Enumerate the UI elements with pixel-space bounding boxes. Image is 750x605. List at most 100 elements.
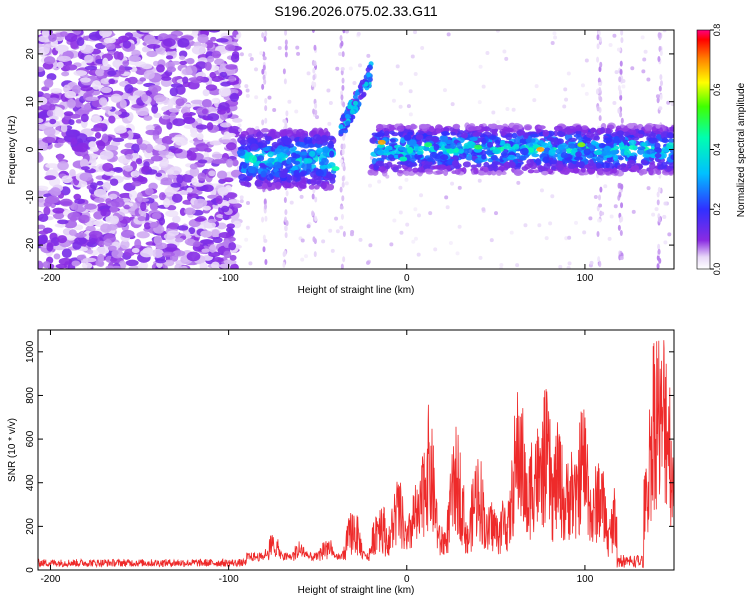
heatmap-cell	[339, 159, 344, 164]
heatmap-cell	[150, 155, 163, 162]
heatmap-cell	[640, 35, 645, 40]
x-tick-label: 100	[577, 574, 594, 585]
heatmap-cell	[201, 248, 210, 253]
heatmap-cell	[279, 129, 287, 137]
heatmap-cell	[64, 90, 77, 99]
heatmap-cell	[64, 32, 78, 43]
heatmap-cell	[208, 170, 216, 177]
heatmap-cell	[193, 241, 201, 247]
y-tick-label: 1000	[25, 340, 36, 363]
heatmap-cell	[384, 130, 390, 136]
heatmap-cell	[167, 222, 180, 230]
heatmap-cell	[141, 93, 149, 102]
heatmap-cell	[264, 30, 268, 37]
heatmap-cell	[621, 84, 626, 89]
heatmap-cell	[136, 231, 150, 239]
heatmap-cell	[284, 51, 288, 58]
heatmap-cell	[558, 264, 563, 269]
heatmap-cell	[410, 54, 415, 59]
heatmap-cell	[657, 248, 661, 255]
heatmap-cell	[219, 139, 233, 144]
heatmap-cell	[79, 77, 91, 83]
heatmap-cell	[109, 178, 119, 186]
heatmap-cell	[184, 207, 196, 215]
heatmap-cell	[191, 45, 206, 55]
heatmap-cell	[613, 135, 620, 143]
heatmap-cell	[620, 30, 624, 36]
heatmap-cell	[38, 118, 44, 124]
heatmap-cell	[134, 238, 142, 249]
heatmap-cell	[481, 84, 486, 89]
heatmap-cell	[342, 101, 346, 108]
heatmap-cell	[74, 198, 86, 205]
heatmap-cell	[621, 79, 626, 84]
heatmap-cell	[655, 169, 662, 175]
heatmap-cell	[670, 102, 674, 107]
heatmap-cell	[49, 103, 56, 111]
heatmap-cell	[110, 93, 122, 103]
heatmap-cell	[377, 139, 386, 145]
heatmap-cell	[413, 236, 418, 241]
heatmap-cell	[282, 261, 286, 268]
heatmap-cell	[597, 81, 602, 86]
heatmap-cell	[385, 145, 393, 151]
heatmap-cell	[293, 169, 300, 178]
heatmap-cell	[266, 173, 274, 181]
heatmap-cell	[230, 263, 239, 269]
heatmap-cell	[490, 162, 498, 169]
heatmap-cell	[626, 159, 636, 167]
heatmap-cell	[55, 263, 68, 269]
heatmap-cell	[504, 56, 509, 61]
heatmap-cell	[223, 131, 231, 140]
heatmap-cell	[57, 153, 64, 162]
heatmap-cell	[75, 119, 83, 124]
heatmap-cell	[296, 128, 305, 137]
heatmap-cell	[38, 224, 46, 230]
heatmap-cell	[444, 195, 449, 200]
heatmap-cell	[169, 87, 179, 97]
heatmap-cell	[136, 192, 143, 202]
heatmap-cell	[249, 56, 254, 61]
heatmap-cell	[446, 32, 451, 37]
heatmap-cell	[659, 74, 663, 81]
heatmap-cell	[616, 47, 621, 52]
heatmap-cell	[143, 222, 151, 230]
heatmap-cell	[193, 198, 208, 208]
y-tick-label: 0	[25, 567, 36, 573]
heatmap-cell	[261, 32, 265, 39]
heatmap-cell	[616, 130, 624, 136]
heatmap-cell	[590, 127, 596, 133]
heatmap-cell	[308, 184, 315, 190]
heatmap-cell	[68, 229, 77, 236]
heatmap-cell	[280, 146, 290, 154]
heatmap-cell	[450, 181, 455, 186]
heatmap-cell	[608, 42, 613, 47]
heatmap-cell	[70, 137, 78, 145]
heatmap-cell	[57, 161, 69, 171]
heatmap-cell	[666, 142, 674, 150]
heatmap-cell	[319, 164, 327, 170]
heatmap-cell	[50, 88, 63, 94]
heatmap-cell	[368, 243, 373, 248]
heatmap-cell	[124, 84, 134, 94]
heatmap-cell	[225, 142, 237, 151]
heatmap-cell	[69, 169, 76, 177]
heatmap-cell	[657, 216, 661, 223]
heatmap-cell	[339, 225, 344, 230]
heatmap-cell	[562, 104, 567, 109]
heatmap-cell	[149, 201, 159, 211]
heatmap-cell	[581, 125, 589, 130]
y-tick-label: 20	[25, 48, 36, 60]
heatmap-cell	[601, 162, 610, 169]
heatmap-cell	[71, 260, 81, 267]
heatmap-cell	[609, 150, 619, 155]
heatmap-cell	[111, 249, 124, 259]
heatmap-cell	[495, 170, 503, 176]
colorbar-label: Normalized spectral amplitude	[736, 82, 747, 217]
heatmap-cell	[655, 124, 661, 129]
heatmap-cell	[417, 166, 425, 173]
heatmap-cell	[246, 137, 256, 144]
heatmap-cell	[218, 231, 232, 239]
heatmap-cell	[481, 207, 486, 212]
heatmap-cell	[88, 31, 103, 41]
